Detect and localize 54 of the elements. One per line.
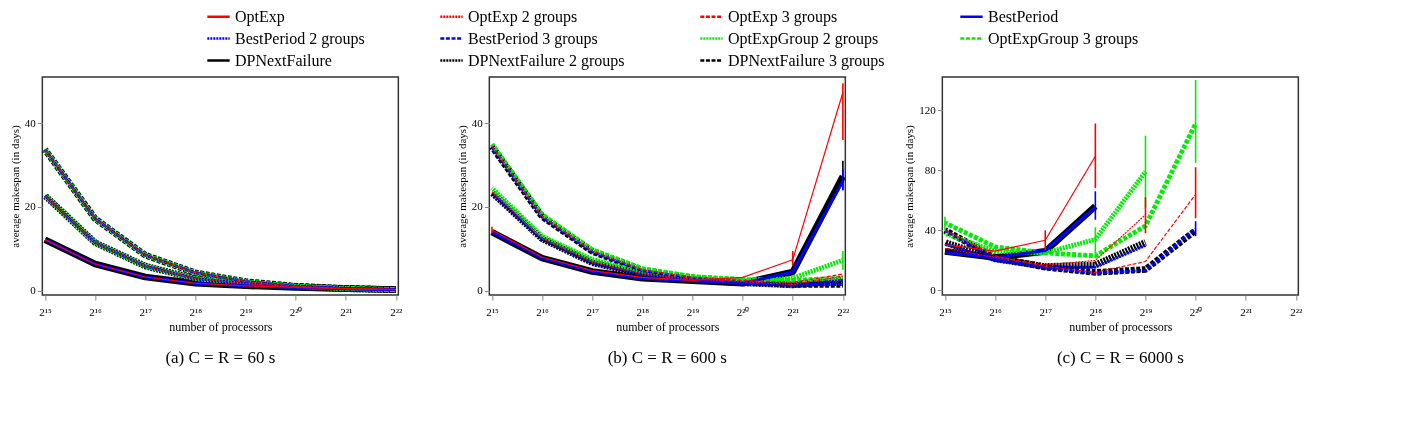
x-axis-title: number of processors bbox=[1069, 319, 1173, 334]
y-tick-label: 40 bbox=[471, 116, 484, 129]
x-tick-label: 2²² bbox=[1290, 305, 1304, 318]
y-tick-label: 80 bbox=[924, 163, 937, 176]
legend-label: BestPeriod 3 groups bbox=[468, 29, 598, 48]
y-tick-label: 40 bbox=[924, 223, 937, 236]
legend-label: OptExpGroup 3 groups bbox=[988, 29, 1139, 48]
legend-label: OptExp 3 groups bbox=[728, 7, 838, 26]
y-tick-label: 0 bbox=[477, 284, 484, 297]
text: (c) C = R = 6000 s bbox=[1056, 348, 1184, 367]
y-axis-title: average makespan (in days) bbox=[903, 124, 917, 248]
y-axis-title: average makespan (in days) bbox=[455, 124, 469, 248]
x-tick-label: 2¹⁸ bbox=[636, 305, 650, 318]
x-tick-label: 2²² bbox=[390, 305, 404, 318]
text: (a) C = R = 60 s bbox=[165, 348, 276, 367]
x-tick-label: 2¹⁵ bbox=[39, 305, 52, 318]
x-tick-label: 2¹⁹ bbox=[239, 305, 253, 318]
x-axis-title: number of processors bbox=[616, 319, 720, 334]
legend-label: DPNextFailure 2 groups bbox=[468, 51, 625, 70]
y-axis-title: average makespan (in days) bbox=[8, 124, 22, 248]
x-tick-label: 2¹⁸ bbox=[1089, 305, 1103, 318]
y-tick-label: 0 bbox=[30, 284, 37, 297]
x-tick-label: 2²² bbox=[837, 305, 851, 318]
legend-label: DPNextFailure bbox=[235, 51, 332, 69]
x-tick-label: 2¹⁷ bbox=[1039, 305, 1053, 318]
legend-label: OptExp 2 groups bbox=[468, 7, 578, 26]
text: (b) C = R = 600 s bbox=[607, 348, 727, 367]
x-tick-label: 2²⁰ bbox=[1189, 305, 1203, 318]
x-tick-label: 2¹⁷ bbox=[139, 305, 153, 318]
legend-label: OptExp bbox=[235, 7, 285, 26]
x-tick-label: 2¹⁵ bbox=[939, 305, 952, 318]
y-tick-label: 0 bbox=[930, 283, 937, 296]
x-tick-label: 2¹⁵ bbox=[486, 305, 499, 318]
legend-label: DPNextFailure 3 groups bbox=[728, 51, 885, 70]
y-tick-label: 40 bbox=[24, 116, 37, 129]
x-tick-label: 2²¹ bbox=[787, 305, 800, 318]
legend-label: OptExpGroup 2 groups bbox=[728, 29, 879, 48]
x-tick-label: 2¹⁶ bbox=[536, 305, 550, 318]
x-tick-label: 2¹⁶ bbox=[989, 305, 1003, 318]
x-tick-label: 2¹⁸ bbox=[189, 305, 203, 318]
y-tick-label: 20 bbox=[471, 200, 484, 213]
legend-label: BestPeriod bbox=[988, 7, 1059, 25]
y-tick-label: 120 bbox=[919, 103, 937, 116]
x-tick-label: 2²¹ bbox=[1240, 305, 1253, 318]
x-tick-label: 2¹⁹ bbox=[686, 305, 700, 318]
x-tick-label: 2²⁰ bbox=[736, 305, 750, 318]
x-axis-title: number of processors bbox=[169, 319, 273, 334]
x-tick-label: 2¹⁶ bbox=[89, 305, 103, 318]
legend-label: BestPeriod 2 groups bbox=[235, 29, 365, 48]
y-tick-label: 20 bbox=[24, 200, 37, 213]
x-tick-label: 2²¹ bbox=[340, 305, 353, 318]
x-tick-label: 2¹⁷ bbox=[586, 305, 600, 318]
x-tick-label: 2¹⁹ bbox=[1139, 305, 1153, 318]
x-tick-label: 2²⁰ bbox=[289, 305, 303, 318]
